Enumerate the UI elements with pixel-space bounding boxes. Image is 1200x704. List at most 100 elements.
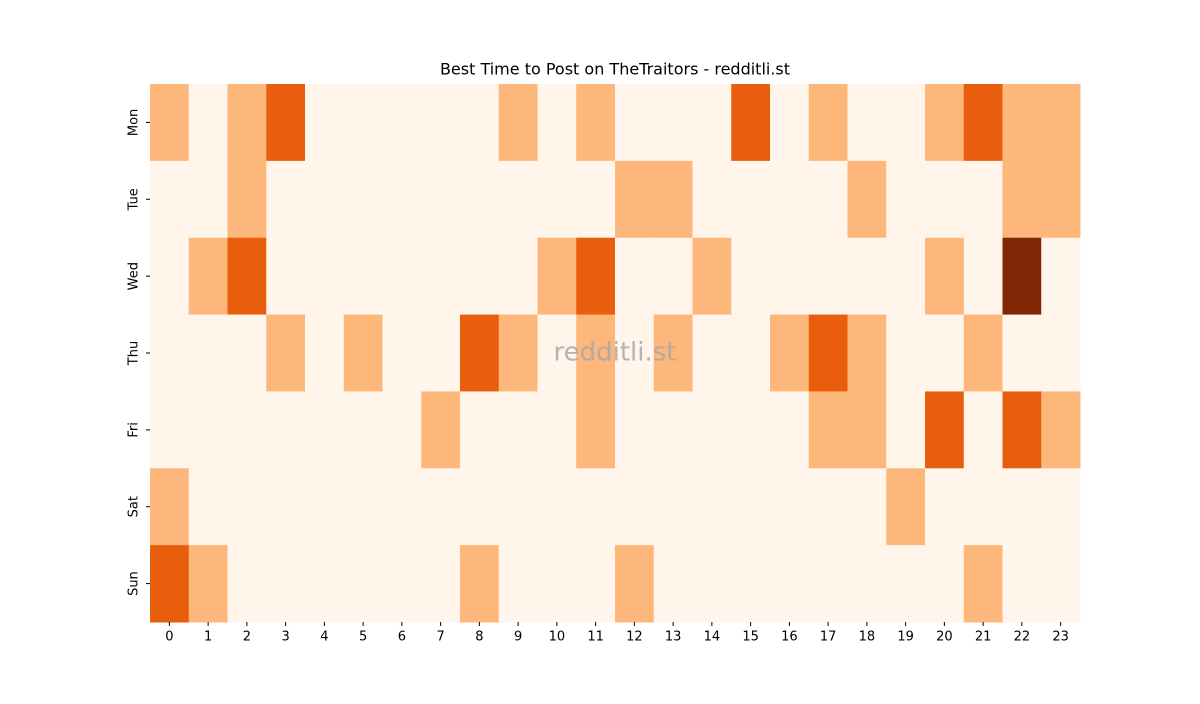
heatmap-cell [498,391,538,469]
x-tick-label: 18 [859,630,876,645]
x-tick-label: 17 [820,630,837,645]
chart-title: Best Time to Post on TheTraitors - reddi… [440,60,790,79]
heatmap-cell [1041,237,1081,316]
heatmap-cell [421,391,461,469]
heatmap-cell [188,545,228,623]
heatmap-cell [1002,314,1042,392]
heatmap-cell [808,314,848,392]
heatmap-cell [305,237,345,316]
heatmap-cell [770,314,810,392]
heatmap-cell [770,545,810,623]
heatmap-cell [382,314,422,392]
heatmap-cell [188,84,228,162]
heatmap-cell [266,160,306,239]
heatmap-cell [460,468,500,546]
heatmap-cell [537,160,577,239]
heatmap-cell [692,160,732,239]
heatmap-cell [925,84,965,162]
heatmap-cell [692,545,732,623]
x-tick-label: 8 [475,630,483,645]
heatmap-cell [498,314,538,392]
heatmap-cell [460,545,500,623]
heatmap-cell [692,314,732,392]
heatmap-cell [925,314,965,392]
heatmap-cell [1002,160,1042,239]
heatmap-cell [963,391,1003,469]
heatmap-cell [343,391,383,469]
heatmap-cell [537,545,577,623]
heatmap-cell [460,160,500,239]
x-tick-label: 11 [587,630,604,645]
heatmap-cell [1041,84,1081,162]
y-tick-label: Fri [127,422,142,438]
heatmap-cell [305,84,345,162]
x-tick-label: 9 [514,630,522,645]
heatmap-cell [460,237,500,316]
y-tick-label: Wed [127,262,142,290]
heatmap-cell [150,391,190,469]
heatmap-cell [886,468,926,546]
x-tick-label: 3 [281,630,289,645]
heatmap-cell [731,545,771,623]
heatmap-cell [963,545,1003,623]
heatmap-cell [963,314,1003,392]
heatmap-cell [615,237,655,316]
heatmap-cell [382,237,422,316]
y-tick-label: Sun [127,571,142,596]
heatmap-cell [227,84,267,162]
heatmap-cell [266,237,306,316]
x-tick-label: 1 [204,630,212,645]
heatmap-cell [1002,84,1042,162]
heatmap-cell [266,468,306,546]
y-tick-label: Thu [127,341,142,366]
x-tick-label: 22 [1014,630,1031,645]
heatmap-cell [731,468,771,546]
heatmap-cell [343,314,383,392]
heatmap-cell [382,545,422,623]
x-tick-label: 14 [704,630,721,645]
heatmap-cell [498,237,538,316]
heatmap-cell [770,468,810,546]
heatmap-cell [615,160,655,239]
heatmap-cell [305,391,345,469]
heatmap-cell [770,391,810,469]
heatmap-cell [847,314,887,392]
heatmap-cell [537,84,577,162]
x-tick-label: 21 [975,630,992,645]
heatmap-cell [615,84,655,162]
heatmap-cell [227,468,267,546]
watermark: redditli.st [554,338,677,368]
heatmap-cell [150,314,190,392]
heatmap-cell [653,160,693,239]
heatmap-cell [808,84,848,162]
heatmap-cell [925,545,965,623]
x-tick-label: 15 [742,630,759,645]
heatmap-cell [963,84,1003,162]
heatmap-cell [576,314,616,392]
x-tick-label: 12 [626,630,643,645]
heatmap-cell [537,314,577,392]
y-tick-label: Mon [127,109,142,136]
heatmap-cell [1041,468,1081,546]
heatmap-cell [150,237,190,316]
heatmap-cell [847,545,887,623]
heatmap-cell [266,391,306,469]
heatmap-cell [692,391,732,469]
heatmap-cell [925,160,965,239]
heatmap-cell [692,84,732,162]
heatmap-cell [227,545,267,623]
y-tick-label: Sat [127,496,142,517]
heatmap-cell [421,237,461,316]
heatmap-cell [343,84,383,162]
heatmap-cell [1041,391,1081,469]
heatmap-cell [343,468,383,546]
heatmap-cell [653,237,693,316]
heatmap-cell [498,468,538,546]
heatmap-cell [963,237,1003,316]
heatmap-cell [692,468,732,546]
heatmap-cell [305,545,345,623]
heatmap-cell [498,84,538,162]
heatmap-cell [653,545,693,623]
heatmap-cell [537,237,577,316]
